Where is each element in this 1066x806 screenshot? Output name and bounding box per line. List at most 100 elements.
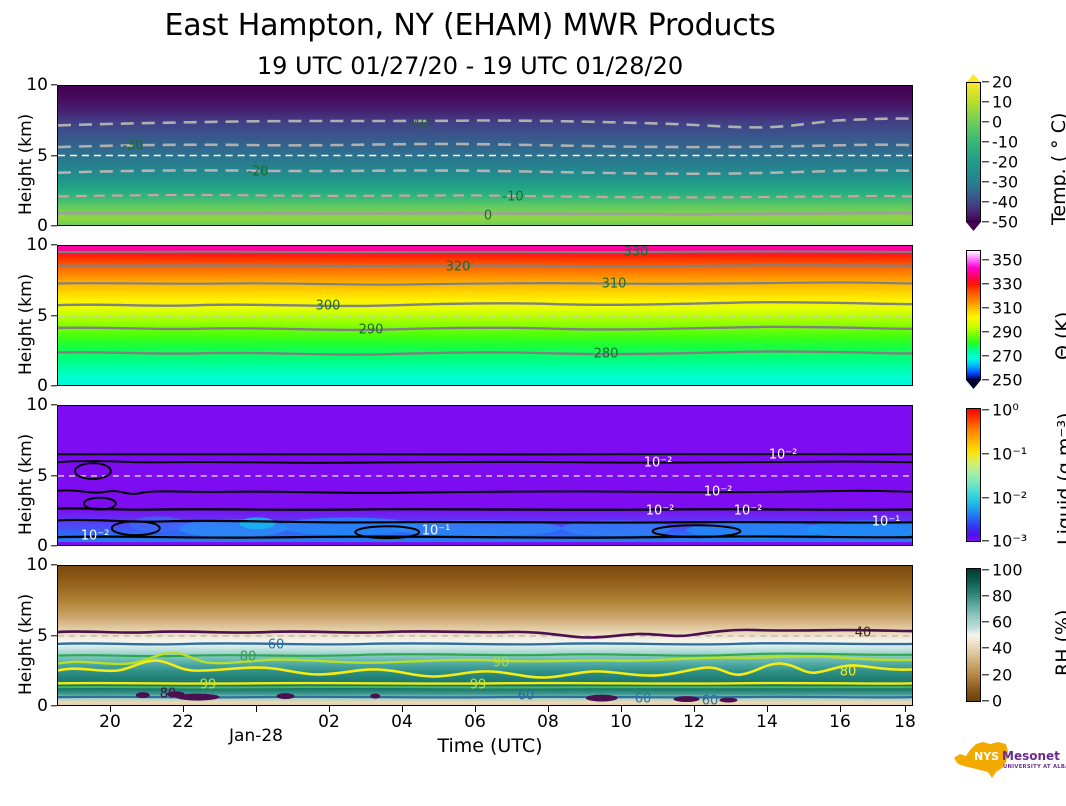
- y-tick-panel1-10: 10: [26, 75, 48, 95]
- x-tickmark: [548, 706, 550, 712]
- x-tick-22: 22: [172, 712, 194, 732]
- colorbar-title-temperature: Temp. ( ° C): [1048, 112, 1066, 225]
- x-tickmark: [840, 706, 842, 712]
- colorbar-arrow-up: [966, 242, 981, 251]
- y-tickmark: [51, 474, 57, 477]
- y-tickmark: [51, 154, 57, 157]
- colorbar-tickmark: [982, 121, 989, 123]
- panel-liquid: 10⁻² 10⁻² 10⁻² 10⁻² 10⁻² 10⁻² 10⁻¹ 10⁻¹: [57, 405, 913, 546]
- x-tickmark: [329, 706, 331, 712]
- colorbar-arrow-up: [966, 74, 981, 83]
- x-tick-04: 04: [391, 712, 413, 732]
- x-tickmark: [767, 706, 769, 712]
- colorbar-tickmark: [982, 259, 989, 261]
- panel-temperature: -40 -30 -20 -10 0: [57, 85, 913, 226]
- y-tick-panel3-0: 0: [37, 536, 48, 556]
- colorbar-label-0: 0: [992, 112, 1003, 132]
- page-title: East Hampton, NY (EHAM) MWR Products: [164, 8, 776, 43]
- x-tick-02: 02: [318, 712, 340, 732]
- colorbar-tickmark: [982, 453, 989, 455]
- colorbar-tickmark: [982, 497, 989, 499]
- y-tickmark: [51, 385, 57, 387]
- colorbar-label-20: 20: [992, 72, 1013, 92]
- x-tick-jan28: Jan-28: [229, 726, 283, 746]
- colorbar-label-0: 0: [992, 691, 1003, 711]
- y-tickmark: [51, 84, 57, 86]
- x-axis-label: Time (UTC): [437, 735, 543, 757]
- colorbar-label-1em3: 10⁻³: [992, 531, 1028, 551]
- colorbar-tickmark: [982, 700, 989, 702]
- y-tickmark: [51, 244, 57, 246]
- colorbar-tickmark: [982, 331, 989, 333]
- panel-theta: 320 330 310 300 290 280: [57, 245, 913, 386]
- colorbar-label-100: 100: [992, 560, 1023, 580]
- panel-liquid-contours: [58, 453, 912, 543]
- y-tick-panel2-0: 0: [37, 376, 48, 396]
- colorbar-tickmark: [982, 409, 989, 411]
- colorbar-tickmark: [982, 595, 989, 597]
- page-subtitle: 19 UTC 01/27/20 - 19 UTC 01/28/20: [256, 52, 684, 80]
- colorbar-label-310: 310: [992, 298, 1023, 318]
- colorbar-tickmark: [982, 161, 989, 163]
- x-tick-06: 06: [464, 712, 486, 732]
- colorbar-label-10: 10: [992, 92, 1013, 112]
- colorbar-tickmark: [982, 141, 989, 143]
- y-tick-panel2-10: 10: [26, 235, 48, 255]
- colorbar-rh-gradient: [966, 568, 981, 702]
- colorbar-tickmark: [982, 181, 989, 183]
- x-tick-20: 20: [99, 712, 121, 732]
- colorbar-arrow-down: [966, 380, 981, 389]
- colorbar-tickmark: [982, 355, 989, 357]
- colorbar-rh: 100 80 60 40 20 0 RH (%): [966, 561, 1066, 713]
- x-tick-18: 18: [894, 712, 916, 732]
- colorbar-tickmark: [982, 674, 989, 676]
- y-tick-panel4-0: 0: [37, 696, 48, 716]
- colorbar-title-theta: Θ (K): [1052, 311, 1066, 360]
- y-tickmark: [51, 404, 57, 406]
- colorbar-tickmark: [982, 283, 989, 285]
- x-tickmark: [905, 706, 907, 712]
- colorbar-label-1e0: 10⁰: [992, 400, 1019, 420]
- colorbar-tickmark: [982, 307, 989, 309]
- colorbar-title-liquid: Liquid (g m⁻³): [1054, 412, 1066, 545]
- colorbar-tickmark: [982, 540, 989, 542]
- y-tick-panel2-5: 5: [37, 305, 48, 326]
- x-tickmark: [256, 706, 258, 712]
- colorbar-tickmark: [982, 647, 989, 649]
- panel-rh-field: [58, 566, 912, 705]
- y-tickmark: [51, 634, 57, 637]
- colorbar-label-m40: -40: [992, 192, 1019, 212]
- colorbar-tickmark: [982, 221, 989, 223]
- colorbar-tickmark: [982, 621, 989, 623]
- colorbar-title-rh: RH (%): [1052, 609, 1066, 676]
- colorbar-tickmark: [982, 379, 989, 381]
- y-tickmark: [51, 225, 57, 227]
- panel-theta-contours: [58, 250, 912, 356]
- colorbar-temperature: 20 10 0 -10 -20 -30 -40 -50 Temp. ( ° C): [966, 73, 1066, 232]
- logo-graphic: NYS Mesonet UNIVERSITY AT ALBANY: [954, 742, 1066, 778]
- nys-mesonet-logo: NYS Mesonet UNIVERSITY AT ALBANY: [950, 738, 1066, 782]
- colorbar-label-m50: -50: [992, 212, 1019, 232]
- colorbar-label-40: 40: [992, 638, 1013, 658]
- y-tickmark: [51, 564, 57, 566]
- y-tickmark: [51, 705, 57, 707]
- panel-rh-contours: [58, 628, 912, 703]
- y-tick-panel1-0: 0: [37, 216, 48, 236]
- colorbar-label-m10: -10: [992, 132, 1019, 152]
- colorbar-label-1em2: 10⁻²: [992, 488, 1028, 508]
- y-tickmark: [51, 545, 57, 547]
- colorbar-label-290: 290: [992, 322, 1023, 342]
- colorbar-tickmark: [982, 81, 989, 83]
- colorbar-label-60: 60: [992, 612, 1013, 632]
- colorbar-label-350: 350: [992, 250, 1023, 270]
- colorbar-liquid-gradient: [966, 408, 981, 542]
- x-tickmark: [621, 706, 623, 712]
- logo-tagline-text: UNIVERSITY AT ALBANY: [1003, 764, 1066, 770]
- y-tick-panel3-10: 10: [26, 395, 48, 415]
- colorbar-arrow-down: [966, 222, 981, 231]
- panel-rh: 40 60 80 90 99 99 80 60 60 60 80: [57, 565, 913, 706]
- x-tickmark: [183, 706, 185, 712]
- x-tickmark: [694, 706, 696, 712]
- colorbar-label-80: 80: [992, 586, 1013, 606]
- x-tick-10: 10: [610, 712, 632, 732]
